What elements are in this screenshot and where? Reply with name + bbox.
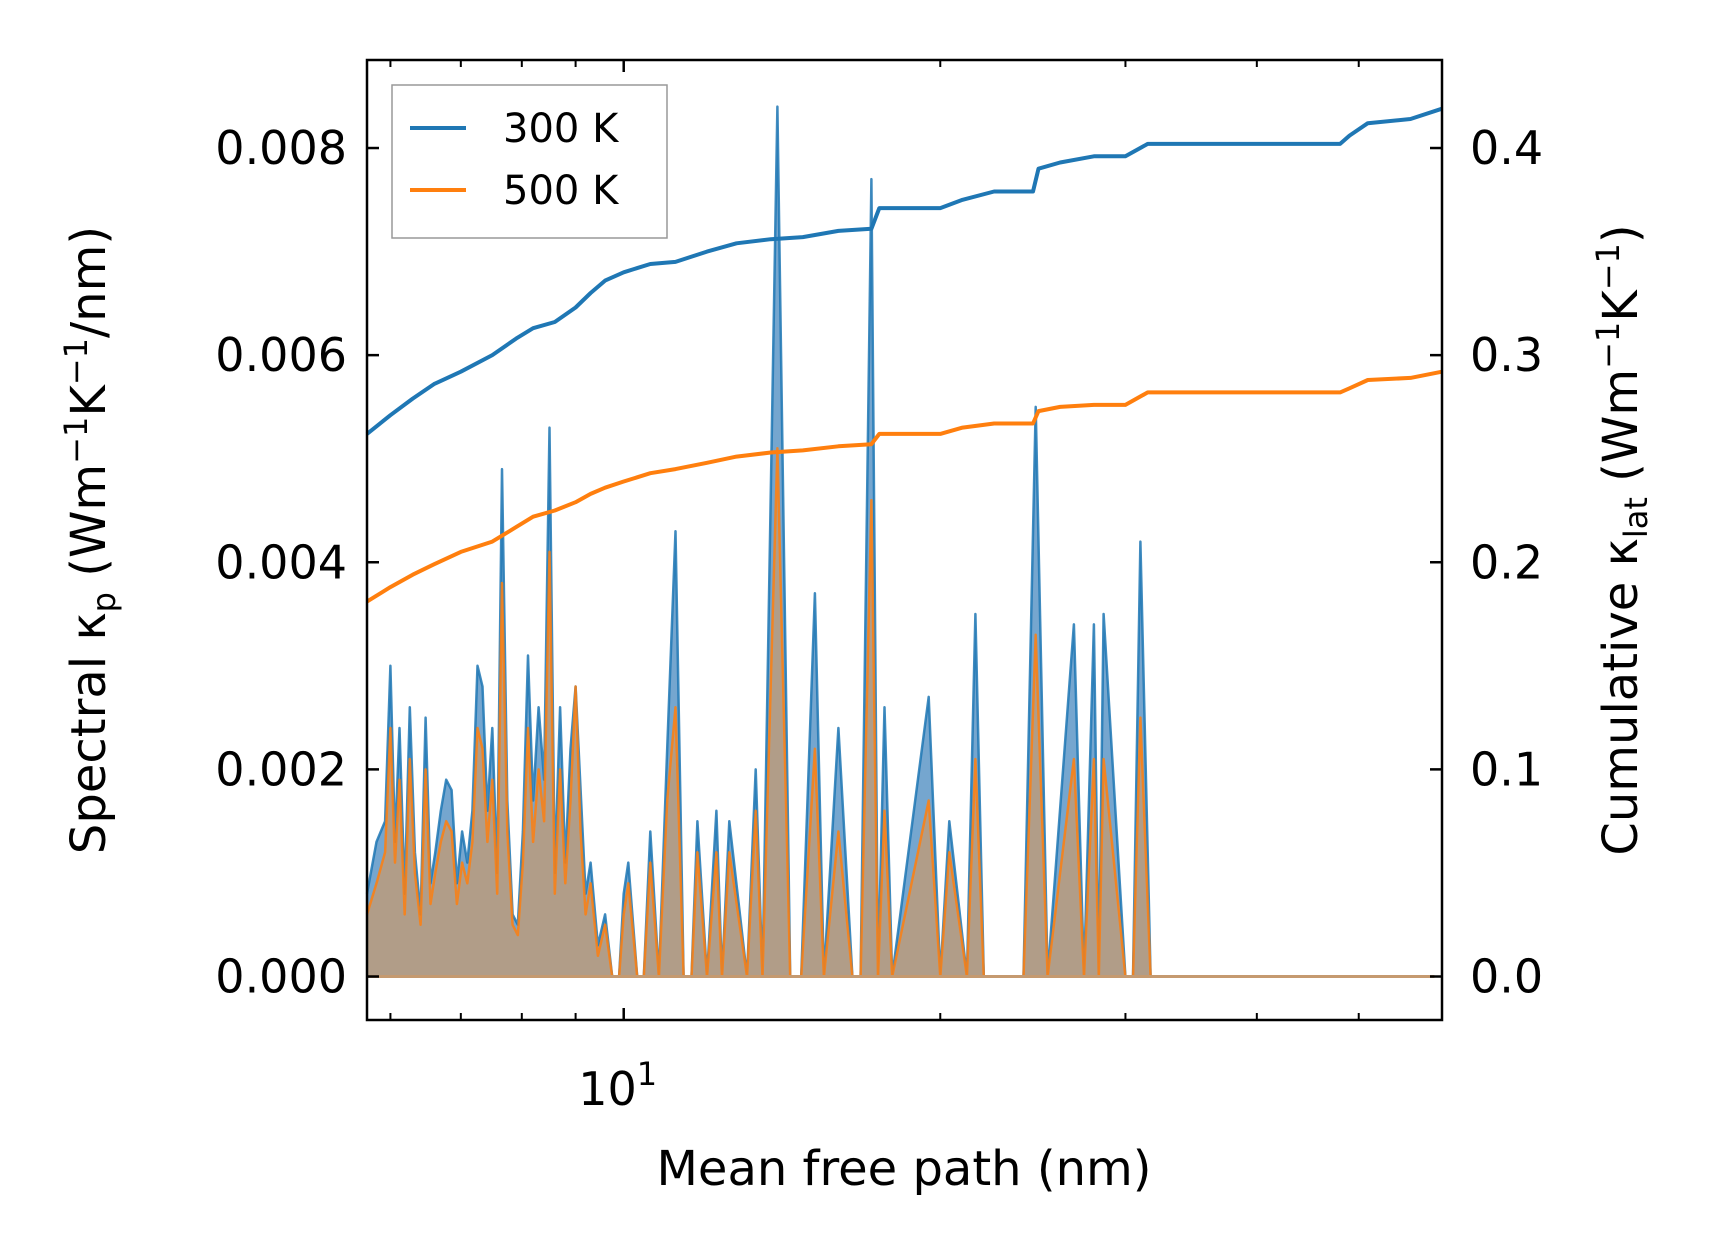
spectral-area-500k (367, 448, 1435, 977)
ticks-layer: 0.000 0.002 0.004 0.006 0.008 0.0 0.1 0.2 0.3 0.4… (215, 60, 1543, 1116)
right-y-tick-label: 0.0 (1470, 950, 1543, 1004)
x-major-tick-label: 101 (578, 1055, 657, 1116)
legend-label-500k: 500 K (503, 168, 620, 214)
left-y-tick-label: 0.002 (215, 742, 347, 796)
right-ylabel-k: K (1593, 289, 1649, 322)
right-ylabel-main: Cumulative κ (1593, 538, 1649, 856)
left-y-tick-label: 0.000 (215, 950, 347, 1004)
x-axis-label: Mean free path (nm) (657, 1141, 1152, 1197)
right-ylabel-sup1: −1 (1589, 322, 1627, 369)
left-ylabel-k: K (61, 384, 117, 417)
right-y-tick-label: 0.3 (1470, 328, 1543, 382)
right-y-tick-label: 0.2 (1470, 535, 1543, 589)
left-ylabel-sup1: −1 (57, 417, 95, 464)
left-y-tick-label: 0.006 (215, 328, 347, 382)
left-y-tick-label: 0.008 (215, 121, 347, 175)
legend: 300 K 500 K (391, 84, 668, 239)
right-y-axis-label: Cumulative κlat (Wm−1K−1) (1589, 224, 1655, 855)
spectral-layer (365, 105, 1435, 979)
right-y-tick-label: 0.4 (1470, 121, 1543, 175)
right-ylabel-end: ) (1593, 224, 1649, 243)
left-y-tick-label: 0.004 (215, 535, 347, 589)
left-ylabel-end: /nm) (61, 226, 117, 338)
left-ylabel-sup2: −1 (57, 338, 95, 385)
left-ylabel-unit: (Wm (61, 464, 117, 592)
right-ylabel-unit: (Wm (1593, 369, 1649, 497)
legend-box (391, 84, 668, 239)
plot-frame (365, 58, 1444, 1022)
x-tick-label-exponent: 1 (637, 1055, 657, 1093)
spectral-line-500k (365, 447, 1435, 978)
right-ylabel-sup2: −1 (1589, 243, 1627, 290)
left-ylabel-main: Spectral κ (61, 612, 117, 854)
cumulative-layer (365, 106, 1443, 604)
cumulative-line-300k (365, 106, 1443, 436)
left-y-axis-label: Spectral κp (Wm−1K−1/nm) (57, 226, 123, 854)
right-y-tick-label: 0.1 (1470, 742, 1543, 796)
legend-label-300k: 300 K (503, 106, 620, 152)
cumulative-line-500k (365, 369, 1443, 604)
right-ylabel-sub: lat (1617, 497, 1655, 538)
left-ylabel-sub: p (85, 592, 123, 612)
x-tick-label-base: 10 (578, 1062, 637, 1116)
